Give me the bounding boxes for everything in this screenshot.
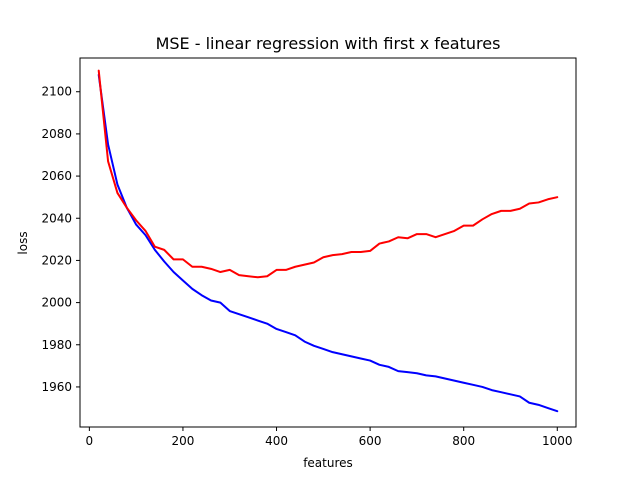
chart-title: MSE - linear regression with first x fea… [156,34,501,53]
series-line-blue [97,73,559,413]
x-tick-label: 0 [86,434,94,448]
x-tick-label: 600 [359,434,382,448]
series-line-red [97,69,559,279]
x-tick-label: 200 [171,434,194,448]
x-tick-label: 1000 [542,434,573,448]
y-tick-label: 2000 [41,296,72,310]
y-tick-label: 2060 [41,169,72,183]
series-layer [97,69,559,413]
y-axis-label: loss [16,231,30,254]
y-tick-label: 2040 [41,211,72,225]
y-tick-label: 2020 [41,253,72,267]
x-axis-label: features [303,456,353,470]
ticks-layer: 0 200 400 600 800 1000 1960 1980 2000 2020 2040 206… [41,85,572,448]
y-tick-label: 2080 [41,127,72,141]
plot-frame [79,57,577,428]
y-tick-label: 1960 [41,380,72,394]
y-tick-label: 1980 [41,338,72,352]
y-tick-label: 2100 [41,85,72,99]
x-tick-label: 800 [452,434,475,448]
x-tick-label: 400 [265,434,288,448]
